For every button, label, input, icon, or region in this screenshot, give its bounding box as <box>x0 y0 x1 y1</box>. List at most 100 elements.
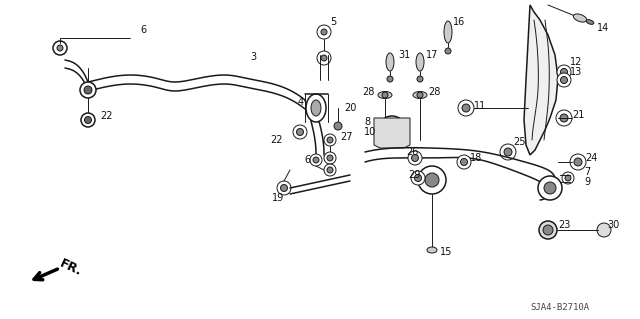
Text: SJA4-B2710A: SJA4-B2710A <box>530 303 589 313</box>
Circle shape <box>538 176 562 200</box>
Ellipse shape <box>573 14 587 22</box>
Text: 6: 6 <box>140 25 146 35</box>
Text: 21: 21 <box>572 110 584 120</box>
Text: 31: 31 <box>398 50 410 60</box>
Ellipse shape <box>413 92 427 99</box>
Circle shape <box>293 125 307 139</box>
Circle shape <box>504 148 512 156</box>
Circle shape <box>313 157 319 163</box>
Text: 26: 26 <box>406 147 419 157</box>
Circle shape <box>327 155 333 161</box>
Circle shape <box>310 154 322 166</box>
Text: 3: 3 <box>250 52 256 62</box>
Circle shape <box>280 184 287 191</box>
Circle shape <box>597 223 611 237</box>
Circle shape <box>412 154 419 161</box>
Circle shape <box>317 51 331 65</box>
Ellipse shape <box>416 53 424 71</box>
Text: 19: 19 <box>272 193 284 203</box>
Ellipse shape <box>417 76 423 82</box>
Circle shape <box>544 182 556 194</box>
Text: 6: 6 <box>304 155 310 165</box>
Text: 15: 15 <box>440 247 452 257</box>
Circle shape <box>570 154 586 170</box>
Circle shape <box>417 92 423 98</box>
Circle shape <box>560 114 568 122</box>
Circle shape <box>382 92 388 98</box>
Circle shape <box>418 166 446 194</box>
Text: 28: 28 <box>428 87 440 97</box>
Ellipse shape <box>311 100 321 116</box>
Text: 7: 7 <box>584 167 590 177</box>
Circle shape <box>457 155 471 169</box>
Ellipse shape <box>387 76 393 82</box>
Circle shape <box>411 171 425 185</box>
Ellipse shape <box>444 21 452 43</box>
Circle shape <box>327 137 333 143</box>
Circle shape <box>81 113 95 127</box>
Circle shape <box>324 164 336 176</box>
Ellipse shape <box>586 20 594 24</box>
Circle shape <box>277 181 291 195</box>
Text: 8: 8 <box>364 117 370 127</box>
Circle shape <box>57 45 63 51</box>
Circle shape <box>80 82 96 98</box>
Text: 5: 5 <box>330 17 336 27</box>
Text: 18: 18 <box>470 153 483 163</box>
Ellipse shape <box>378 92 392 99</box>
Text: 10: 10 <box>364 127 376 137</box>
Circle shape <box>561 69 568 76</box>
Circle shape <box>458 100 474 116</box>
Circle shape <box>327 167 333 173</box>
Text: 27: 27 <box>340 132 353 142</box>
Ellipse shape <box>306 94 326 122</box>
Text: 20: 20 <box>344 103 356 113</box>
Ellipse shape <box>445 48 451 54</box>
Text: 16: 16 <box>453 17 465 27</box>
Circle shape <box>317 25 331 39</box>
Circle shape <box>556 110 572 126</box>
Circle shape <box>84 86 92 94</box>
Text: 22: 22 <box>270 135 282 145</box>
Circle shape <box>461 159 467 166</box>
Circle shape <box>385 123 399 137</box>
Circle shape <box>415 174 422 182</box>
Ellipse shape <box>386 53 394 71</box>
Circle shape <box>321 29 327 35</box>
Text: 28: 28 <box>362 87 374 97</box>
Polygon shape <box>524 5 558 155</box>
Circle shape <box>561 77 568 84</box>
Circle shape <box>324 152 336 164</box>
Circle shape <box>539 221 557 239</box>
Text: 24: 24 <box>585 153 597 163</box>
Circle shape <box>334 122 342 130</box>
Text: FR.: FR. <box>58 257 84 279</box>
Circle shape <box>425 173 439 187</box>
Text: 29: 29 <box>408 170 420 180</box>
Circle shape <box>565 175 571 181</box>
Text: 9: 9 <box>584 177 590 187</box>
Circle shape <box>378 116 406 144</box>
Text: 13: 13 <box>570 67 582 77</box>
Circle shape <box>462 104 470 112</box>
Circle shape <box>557 73 571 87</box>
Circle shape <box>53 41 67 55</box>
Circle shape <box>543 225 553 235</box>
Circle shape <box>296 129 303 136</box>
Circle shape <box>557 65 571 79</box>
Circle shape <box>574 158 582 166</box>
Text: 12: 12 <box>570 57 582 67</box>
Text: 30: 30 <box>607 220 620 230</box>
Text: 23: 23 <box>558 220 570 230</box>
Text: 22: 22 <box>100 111 113 121</box>
Text: 4: 4 <box>298 97 304 107</box>
Polygon shape <box>374 118 410 148</box>
Text: 11: 11 <box>474 101 486 111</box>
Circle shape <box>500 144 516 160</box>
Circle shape <box>324 134 336 146</box>
Text: 25: 25 <box>513 137 525 147</box>
Circle shape <box>321 55 327 61</box>
Text: 17: 17 <box>426 50 438 60</box>
Circle shape <box>84 116 92 123</box>
Ellipse shape <box>427 247 437 253</box>
